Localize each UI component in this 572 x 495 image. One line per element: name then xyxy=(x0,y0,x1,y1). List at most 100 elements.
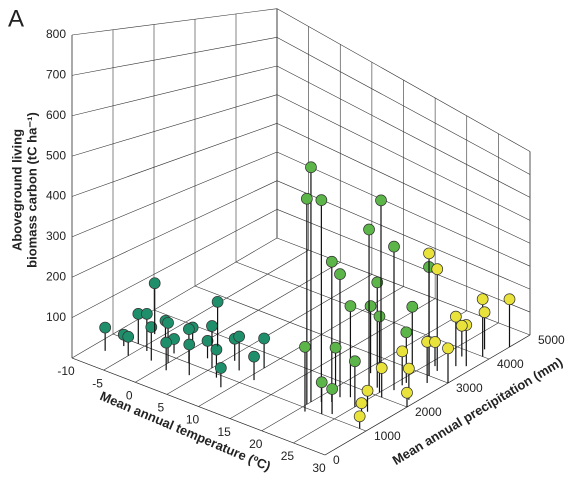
y-tick-label: 3000 xyxy=(456,381,483,395)
point xyxy=(162,316,174,329)
point xyxy=(99,321,112,334)
point xyxy=(326,383,338,395)
point xyxy=(401,386,413,399)
point xyxy=(503,293,516,306)
point xyxy=(361,384,374,397)
point xyxy=(201,335,214,347)
grid-line xyxy=(71,8,278,36)
point xyxy=(442,342,454,355)
z-tick-label: 400 xyxy=(46,189,66,203)
point xyxy=(299,341,311,353)
point xyxy=(450,310,462,323)
point xyxy=(349,355,361,368)
grid-line xyxy=(71,151,278,238)
z-tick-label: 100 xyxy=(46,310,66,324)
x-tick-label: 5 xyxy=(158,401,165,415)
point xyxy=(344,300,357,312)
point xyxy=(145,321,158,333)
grid-line xyxy=(276,209,531,313)
point xyxy=(375,362,388,374)
point xyxy=(301,192,313,205)
grid-line xyxy=(71,94,278,157)
point xyxy=(363,223,375,236)
point xyxy=(183,323,195,335)
point xyxy=(258,332,270,345)
panel-label: A xyxy=(8,5,24,32)
x-axis-title: Mean annual temperature (ºC) xyxy=(98,388,273,474)
grid-line xyxy=(71,209,278,318)
point xyxy=(375,194,387,207)
grid-line xyxy=(71,65,278,117)
y-tick-label: 5000 xyxy=(538,333,565,347)
point xyxy=(400,326,413,339)
x-tick-label: 30 xyxy=(312,461,326,475)
point xyxy=(315,376,328,389)
y-tick-label: 0 xyxy=(333,453,340,467)
point xyxy=(371,276,384,289)
point xyxy=(148,277,161,290)
grid-line xyxy=(71,123,278,197)
point xyxy=(476,293,489,306)
point xyxy=(211,295,224,308)
x-tick-label: -10 xyxy=(57,364,75,378)
grid-line xyxy=(71,180,278,278)
point xyxy=(373,310,386,323)
point xyxy=(183,338,196,351)
z-tick-label: 600 xyxy=(46,108,66,122)
point xyxy=(455,319,468,332)
point xyxy=(403,362,415,375)
point xyxy=(355,397,368,409)
point xyxy=(325,255,338,268)
z-tick-label: 500 xyxy=(46,148,66,162)
z-axis-title: biomass carbon (tC ha⁻¹) xyxy=(24,112,39,268)
grid-line xyxy=(166,274,373,395)
z-axis-title: Aboveground living xyxy=(9,129,24,251)
x-tick-label: 0 xyxy=(126,388,133,402)
grid-line xyxy=(229,298,436,419)
y-tick-label: 1000 xyxy=(374,429,401,443)
point xyxy=(122,330,135,343)
y-tick-label: 2000 xyxy=(415,405,442,419)
point xyxy=(431,263,444,275)
point xyxy=(429,336,441,348)
point xyxy=(388,240,400,253)
grid-line xyxy=(71,357,326,456)
x-tick-label: 10 xyxy=(186,413,200,427)
grid-line xyxy=(261,310,467,432)
point xyxy=(141,307,153,320)
grid-line xyxy=(135,261,341,383)
grid-line xyxy=(71,37,278,76)
point xyxy=(160,336,173,349)
grid-line xyxy=(276,8,531,152)
x-tick-label: 15 xyxy=(217,425,231,439)
grid-line xyxy=(293,322,499,444)
point xyxy=(210,343,223,356)
point xyxy=(406,300,419,313)
grid-line xyxy=(276,94,531,221)
grid-line xyxy=(276,65,531,198)
y-tick-label: 4000 xyxy=(497,357,524,371)
point xyxy=(478,306,491,319)
point xyxy=(334,268,346,280)
point xyxy=(305,161,317,174)
point xyxy=(248,350,260,363)
z-tick-label: 800 xyxy=(46,27,66,41)
grid-line xyxy=(276,123,531,244)
point xyxy=(215,362,227,374)
z-tick-label: 300 xyxy=(46,229,66,243)
grid-line xyxy=(276,151,531,267)
z-tick-label: 200 xyxy=(46,269,66,283)
point xyxy=(396,345,409,358)
grid-line xyxy=(276,237,531,336)
point xyxy=(364,300,377,312)
point xyxy=(206,320,218,332)
grid-line xyxy=(112,333,367,432)
point xyxy=(353,410,366,423)
grid-line xyxy=(71,237,278,359)
grid-line xyxy=(324,334,531,456)
x-tick-label: 20 xyxy=(249,437,263,451)
point xyxy=(423,247,435,260)
grid-line xyxy=(276,37,531,175)
point xyxy=(329,341,342,354)
